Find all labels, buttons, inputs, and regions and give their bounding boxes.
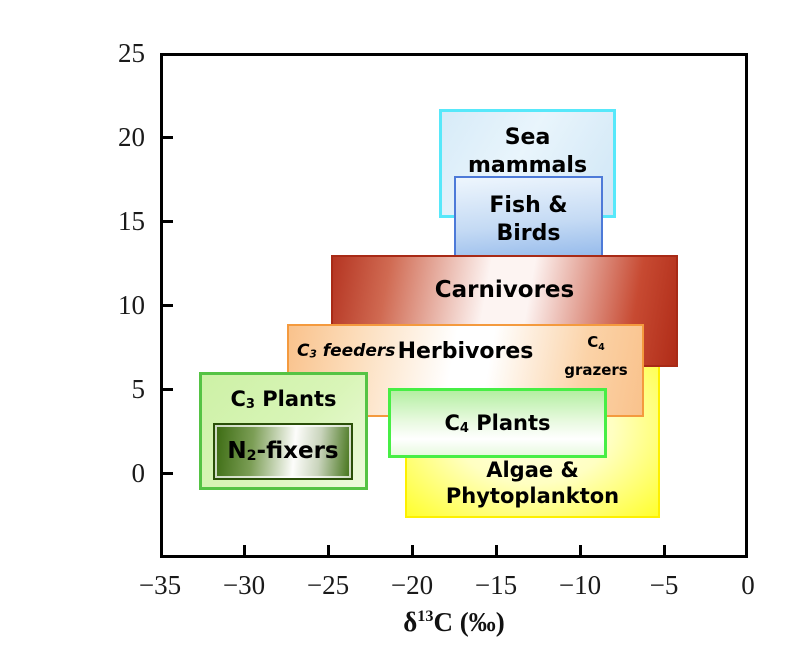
y-tick-mark: [163, 136, 173, 139]
x-tick-label: −20: [390, 570, 434, 600]
y-tick-mark: [163, 220, 173, 223]
y-tick-label: 5: [131, 374, 146, 404]
x-tick-mark: [495, 545, 498, 555]
x-tick-mark: [411, 545, 414, 555]
y-tick-label: 25: [118, 38, 145, 68]
box-c4-plants: C4 Plants: [388, 388, 607, 458]
x-tick-label: −25: [306, 570, 350, 600]
x-tick-mark: [327, 545, 330, 555]
x-tick-mark: [243, 545, 246, 555]
x-tick-label: −5: [649, 570, 679, 600]
x-tick-label: −35: [138, 570, 182, 600]
y-tick-label: 15: [118, 206, 145, 236]
x-tick-label: −15: [474, 570, 518, 600]
fish-birds-label: Fish & Birds: [489, 193, 568, 246]
box-n2-fixers: N2-fixers: [213, 423, 353, 480]
c3-plants-label: C3 Plants: [230, 387, 337, 413]
y-tick-mark: [163, 388, 173, 391]
algae-label: Algae & Phytoplankton: [445, 458, 620, 508]
y-tick-label: 10: [118, 290, 145, 320]
y-tick-mark: [163, 304, 173, 307]
c4-plants-label: C4 Plants: [444, 411, 551, 437]
plot-area: Sea mammals Fish & Birds Algae & Phytopl…: [160, 53, 748, 558]
y-tick-label: 20: [118, 122, 145, 152]
c4-grazers-label: C4 grazers: [564, 333, 628, 380]
y-tick-mark: [163, 472, 173, 475]
box-fish-birds: Fish & Birds: [454, 176, 603, 264]
x-tick-label: 0: [741, 570, 755, 600]
x-tick-mark: [579, 545, 582, 555]
x-tick-mark: [663, 545, 666, 555]
n2-fixers-label: N2-fixers: [227, 438, 339, 465]
herbivores-label: Herbivores: [397, 339, 534, 364]
c3-feeders-label: C3 feeders: [297, 341, 396, 361]
carnivores-label: Carnivores: [434, 277, 575, 303]
x-tick-label: −30: [222, 570, 266, 600]
y-tick-label: 0: [131, 458, 146, 488]
x-axis-title: δ13C (‰): [403, 607, 505, 637]
sea-mammals-label: Sea mammals: [467, 125, 588, 178]
x-tick-label: −10: [558, 570, 602, 600]
